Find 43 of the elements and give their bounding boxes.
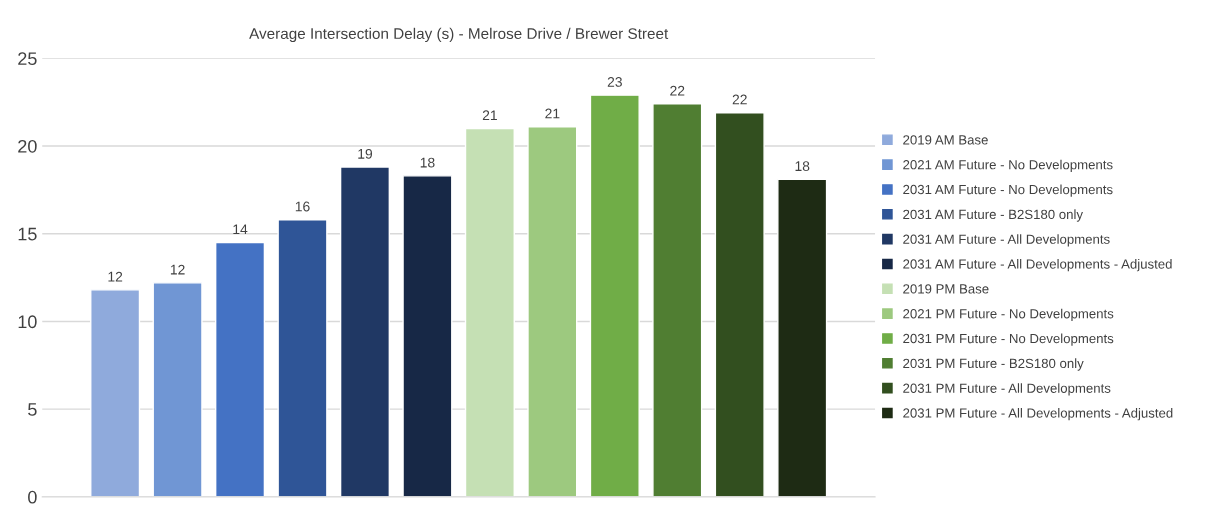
legend-label: 2019 AM Base [903, 135, 988, 145]
legend-label: 2031 PM Future - All Developments [903, 383, 1111, 396]
y-tick-label: 20 [18, 139, 37, 153]
data-label: 16 [295, 201, 310, 212]
y-tick-label: 15 [18, 227, 37, 241]
bar [777, 178, 828, 497]
legend-label: 2031 PM Future - No Developments [903, 333, 1114, 346]
data-label: 19 [358, 148, 373, 159]
bar [90, 289, 141, 497]
legend-label: 2031 AM Future - No Developments [903, 184, 1113, 197]
y-tick-label: 5 [28, 403, 37, 416]
bar [464, 127, 515, 497]
data-label: 23 [607, 77, 622, 87]
legend-label: 2031 PM Future - All Developments - Adjusted [903, 408, 1173, 421]
legend-label: 2021 PM Future - No Developments [903, 308, 1114, 321]
data-label: 18 [795, 161, 810, 172]
bar [527, 126, 578, 497]
bar [589, 94, 640, 497]
y-tick-label: 25 [18, 52, 37, 66]
bar [277, 218, 328, 497]
legend-label: 2031 AM Future - All Developments [903, 234, 1110, 247]
legend-label: 2031 AM Future - B2S180 only [903, 209, 1083, 222]
bar [152, 282, 203, 497]
data-label: 14 [233, 224, 248, 235]
chart-title: Average Intersection Delay (s) - Melrose Drive / Brewer Street [249, 27, 669, 43]
legend-label: 2019 PM Base [903, 284, 989, 294]
bar [714, 111, 765, 497]
data-label: 12 [170, 264, 185, 275]
data-label: 21 [545, 108, 560, 119]
data-label: 18 [420, 157, 435, 168]
data-label: 12 [108, 271, 123, 282]
bar [339, 166, 391, 497]
data-label: 22 [732, 94, 747, 105]
bar [402, 175, 453, 497]
y-tick-label: 0 [28, 490, 37, 504]
legend-label: 2031 AM Future - All Developments - Adjusted [903, 259, 1172, 272]
bar [652, 103, 703, 497]
legend-label: 2031 PM Future - B2S180 only [903, 358, 1084, 371]
bar [214, 241, 266, 497]
data-label: 21 [482, 110, 497, 121]
data-label: 22 [670, 85, 685, 96]
y-tick-label: 10 [18, 315, 37, 329]
legend-label: 2021 AM Future - No Developments [903, 159, 1113, 172]
